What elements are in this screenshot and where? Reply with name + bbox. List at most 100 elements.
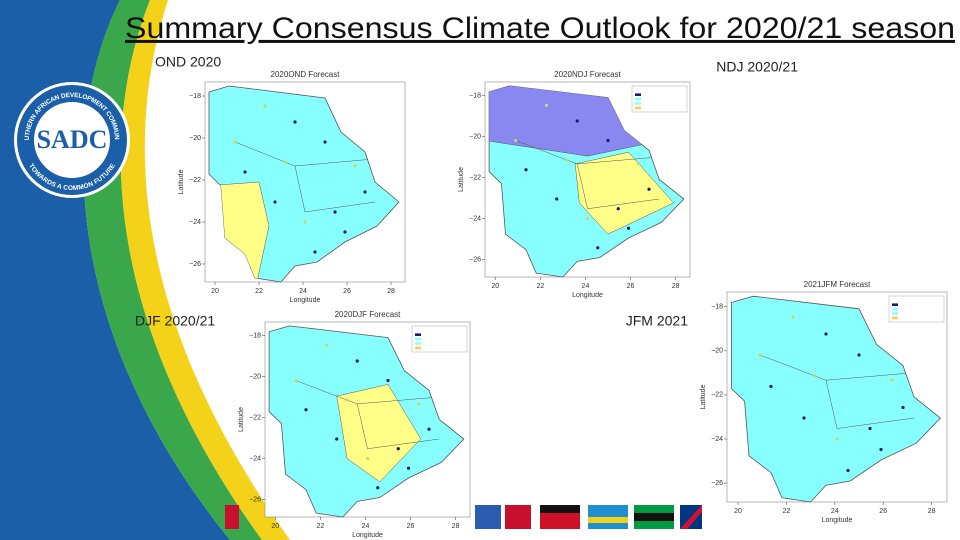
- station: [345, 398, 349, 402]
- station: [406, 466, 411, 470]
- station: [901, 405, 905, 410]
- legend-swatch: [892, 303, 898, 306]
- legend-swatch: [892, 307, 898, 311]
- station: [802, 416, 806, 420]
- zones: [759, 354, 926, 429]
- station: [376, 486, 380, 490]
- y-tick-label: −24: [711, 436, 723, 443]
- station: [365, 456, 370, 461]
- zone-boundary: [825, 380, 915, 429]
- y-tick-label: −20: [711, 348, 723, 355]
- station: [323, 140, 327, 144]
- y-tick-label: −18: [469, 92, 481, 99]
- station: [824, 332, 828, 336]
- station: [890, 378, 894, 382]
- station: [263, 104, 267, 108]
- zone: [574, 151, 675, 235]
- legend-swatch: [892, 312, 898, 315]
- y-axis-label: Latitude: [458, 167, 465, 192]
- station: [758, 353, 762, 357]
- station: [233, 140, 237, 144]
- y-tick-label: −18: [249, 332, 261, 339]
- station: [575, 119, 579, 123]
- y-tick-label: −20: [469, 133, 481, 140]
- station: [243, 170, 247, 174]
- y-tick-label: −18: [189, 93, 201, 100]
- station: [835, 437, 839, 441]
- x-tick-label: 28: [672, 283, 680, 290]
- x-tick-label: 24: [362, 523, 370, 530]
- station: [427, 427, 431, 431]
- station: [324, 343, 329, 347]
- legend-swatch: [635, 93, 641, 96]
- map-title: 2020DJF Forecast: [335, 310, 402, 319]
- legend-swatch: [635, 97, 641, 101]
- y-tick-label: −18: [711, 304, 723, 311]
- x-tick-label: 22: [536, 283, 544, 290]
- x-tick-label: 20: [734, 508, 742, 515]
- x-tick-label: 20: [271, 523, 279, 530]
- zone-boundary: [294, 165, 376, 213]
- x-tick-label: 26: [343, 288, 351, 295]
- y-tick-label: −24: [189, 219, 201, 226]
- zone: [336, 384, 422, 483]
- station: [514, 138, 518, 143]
- x-tick-label: 20: [491, 283, 499, 290]
- y-tick-label: −24: [249, 455, 261, 462]
- y-tick-label: −22: [469, 174, 481, 181]
- legend-swatch: [415, 333, 421, 336]
- legend-swatch: [892, 316, 898, 320]
- station: [333, 210, 337, 214]
- station: [335, 437, 339, 441]
- x-tick-label: 24: [831, 508, 839, 515]
- station: [813, 374, 817, 378]
- x-tick-label: 24: [299, 288, 307, 295]
- flags: [225, 505, 702, 529]
- station: [417, 402, 421, 406]
- station: [396, 447, 400, 451]
- country: [731, 295, 941, 503]
- x-tick-label: 24: [582, 283, 590, 290]
- station: [868, 426, 872, 431]
- legend-box: [631, 85, 688, 113]
- x-tick-label: 28: [387, 288, 395, 295]
- station: [313, 250, 317, 254]
- x-axis-label: Longitude: [822, 517, 853, 524]
- y-axis-label: Latitude: [178, 169, 185, 194]
- panel-label: OND 2020: [155, 54, 221, 70]
- station: [294, 378, 298, 383]
- legend-swatch: [415, 329, 421, 332]
- station: [769, 384, 773, 389]
- legend-box: [411, 325, 468, 353]
- x-tick-label: 22: [783, 508, 791, 515]
- legend-box: [888, 295, 945, 323]
- station: [544, 103, 549, 107]
- station: [524, 168, 528, 172]
- zone-boundary: [357, 403, 440, 450]
- station: [596, 246, 600, 250]
- y-tick-label: −22: [711, 392, 723, 399]
- station: [303, 220, 307, 224]
- y-axis-label: Latitude: [238, 407, 245, 432]
- station: [791, 315, 795, 319]
- slide-title: Summary Consensus Climate Outlook for 20…: [125, 12, 955, 45]
- x-axis-label: Longitude: [290, 297, 321, 304]
- y-tick-label: −20: [249, 373, 261, 380]
- panel-label: DJF 2020/21: [135, 313, 215, 329]
- legend-swatch: [635, 106, 641, 110]
- legend-swatch: [415, 346, 421, 350]
- x-tick-label: 28: [928, 508, 936, 515]
- y-axis-label: Latitude: [700, 384, 707, 409]
- station: [647, 187, 651, 191]
- station: [283, 160, 287, 164]
- x-axis-label: Longitude: [572, 292, 603, 299]
- map-title: 2020NDJ Forecast: [554, 70, 621, 79]
- station: [273, 200, 277, 204]
- y-tick-label: −26: [249, 496, 261, 503]
- y-tick-label: −26: [711, 480, 723, 487]
- y-tick-label: −24: [469, 215, 481, 222]
- logo-center: [34, 102, 110, 178]
- x-tick-label: 26: [879, 508, 887, 515]
- panel-label: JFM 2021: [626, 313, 688, 329]
